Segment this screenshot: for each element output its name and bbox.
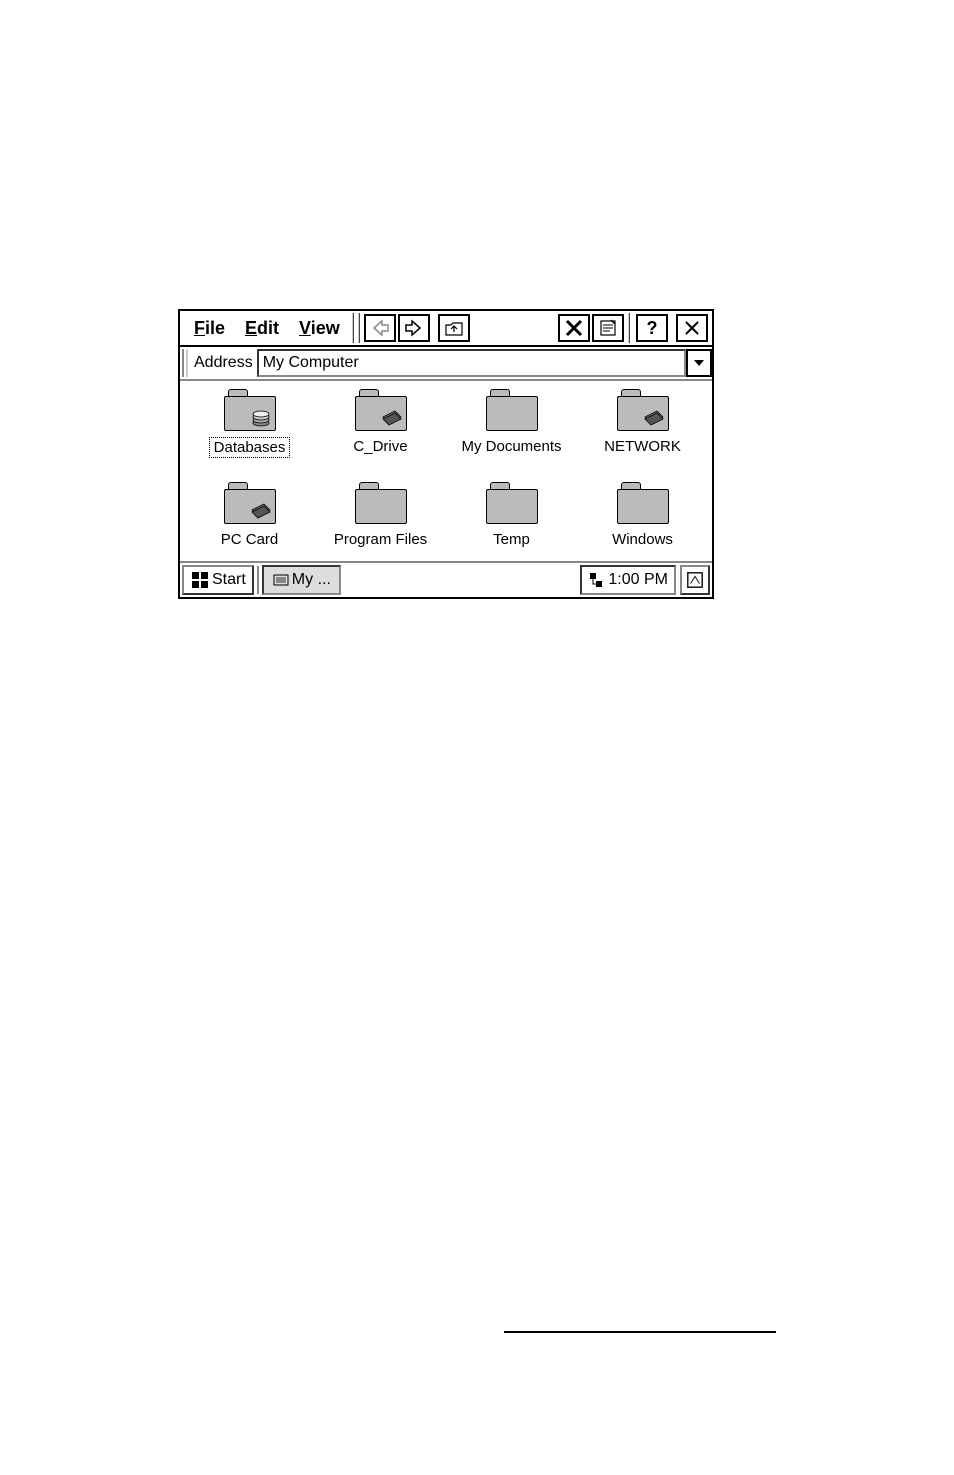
desktop-button[interactable]	[680, 565, 710, 595]
folder-label: PC Card	[217, 530, 283, 549]
taskbar: Start My ... 1:00 PM	[180, 561, 712, 597]
footer-line	[504, 1331, 776, 1333]
menu-edit-rest: dit	[257, 318, 279, 338]
folder-icon	[224, 389, 276, 431]
folder-item-program-files[interactable]: Program Files	[321, 482, 441, 549]
system-tray: 1:00 PM	[580, 565, 676, 595]
taskbar-item-my-computer[interactable]: My ...	[262, 565, 341, 595]
menu-separator-2	[358, 313, 360, 343]
properties-button[interactable]	[592, 314, 624, 342]
folder-label: Windows	[608, 530, 677, 549]
folder-label: C_Drive	[349, 437, 411, 456]
folder-icon	[355, 389, 407, 431]
menu-file[interactable]: File	[184, 316, 235, 341]
desktop-icon	[686, 571, 704, 589]
arrow-right-icon	[404, 318, 424, 338]
tray-time: 1:00 PM	[608, 571, 668, 589]
toolbar-separator	[628, 313, 630, 343]
folder-icon	[355, 482, 407, 524]
folder-item-pc-card[interactable]: PC Card	[190, 482, 310, 549]
menu-view[interactable]: View	[289, 316, 350, 341]
help-button[interactable]: ?	[636, 314, 668, 342]
folder-label: NETWORK	[600, 437, 685, 456]
folder-icon	[224, 482, 276, 524]
explorer-window: File Edit View	[178, 309, 714, 599]
taskbar-separator	[257, 566, 259, 594]
properties-icon	[598, 318, 618, 338]
start-button[interactable]: Start	[182, 565, 254, 595]
up-button[interactable]	[438, 314, 470, 342]
folder-label: Temp	[489, 530, 534, 549]
chevron-down-icon	[692, 356, 706, 370]
menu-edit[interactable]: Edit	[235, 316, 289, 341]
arrow-left-icon	[370, 318, 390, 338]
back-button[interactable]	[364, 314, 396, 342]
folder-item-temp[interactable]: Temp	[452, 482, 572, 549]
address-bar: Address My Computer	[180, 347, 712, 381]
start-icon	[190, 570, 210, 590]
start-label: Start	[212, 571, 246, 589]
x-icon	[564, 318, 584, 338]
folder-item-c-drive[interactable]: C_Drive	[321, 389, 441, 458]
folder-item-my-documents[interactable]: My Documents	[452, 389, 572, 458]
menubar: File Edit View	[180, 311, 712, 347]
address-label: Address	[190, 354, 257, 372]
content-area: Databases C_Drive My Documents NETWORK PC Ca…	[180, 381, 712, 561]
close-icon	[682, 318, 702, 338]
address-field[interactable]: My Computer	[257, 349, 686, 377]
folder-label: Program Files	[330, 530, 431, 549]
address-value: My Computer	[263, 354, 359, 372]
folder-icon	[486, 389, 538, 431]
address-dropdown[interactable]	[686, 349, 712, 377]
folder-up-icon	[444, 318, 464, 338]
address-grip[interactable]	[182, 349, 188, 377]
icon-grid: Databases C_Drive My Documents NETWORK PC Ca…	[184, 389, 708, 549]
folder-label: My Documents	[457, 437, 565, 456]
menu-separator	[352, 313, 354, 343]
folder-item-network[interactable]: NETWORK	[583, 389, 703, 458]
menu-file-rest: ile	[205, 318, 225, 338]
folder-label: Databases	[209, 437, 291, 458]
folder-icon	[617, 389, 669, 431]
folder-icon	[486, 482, 538, 524]
folder-item-windows[interactable]: Windows	[583, 482, 703, 549]
close-button[interactable]	[676, 314, 708, 342]
folder-icon	[617, 482, 669, 524]
taskbar-item-label: My ...	[292, 571, 331, 589]
tray-icon[interactable]	[588, 572, 604, 588]
folder-item-databases[interactable]: Databases	[190, 389, 310, 458]
forward-button[interactable]	[398, 314, 430, 342]
delete-button[interactable]	[558, 314, 590, 342]
computer-icon	[272, 571, 290, 589]
menubar-right: ?	[556, 313, 708, 343]
menu-view-rest: iew	[311, 318, 340, 338]
